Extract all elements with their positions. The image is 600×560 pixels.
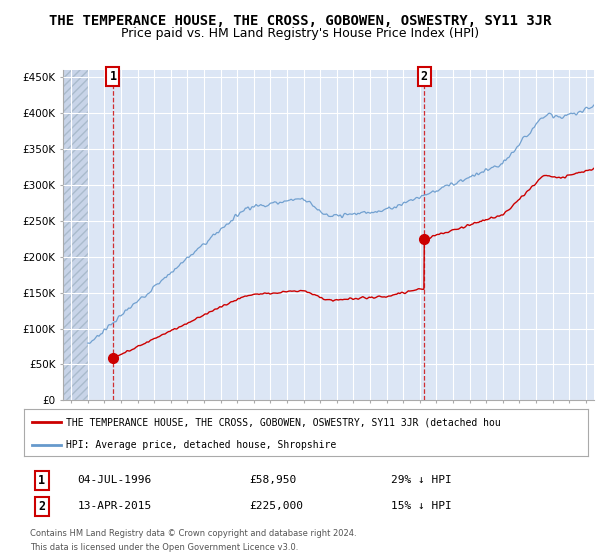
Text: Price paid vs. HM Land Registry's House Price Index (HPI): Price paid vs. HM Land Registry's House …: [121, 27, 479, 40]
Text: 15% ↓ HPI: 15% ↓ HPI: [391, 501, 451, 511]
Text: 04-JUL-1996: 04-JUL-1996: [77, 475, 152, 486]
Text: Contains HM Land Registry data © Crown copyright and database right 2024.: Contains HM Land Registry data © Crown c…: [29, 529, 356, 538]
Text: 29% ↓ HPI: 29% ↓ HPI: [391, 475, 451, 486]
Text: 1: 1: [109, 70, 116, 83]
Text: This data is licensed under the Open Government Licence v3.0.: This data is licensed under the Open Gov…: [29, 543, 298, 552]
Text: 2: 2: [38, 500, 45, 513]
Text: 2: 2: [421, 70, 428, 83]
Text: 1: 1: [38, 474, 45, 487]
Text: £58,950: £58,950: [250, 475, 297, 486]
Text: THE TEMPERANCE HOUSE, THE CROSS, GOBOWEN, OSWESTRY, SY11 3JR: THE TEMPERANCE HOUSE, THE CROSS, GOBOWEN…: [49, 14, 551, 28]
Bar: [63, 70, 88, 400]
Text: 13-APR-2015: 13-APR-2015: [77, 501, 152, 511]
Text: £225,000: £225,000: [250, 501, 304, 511]
Text: HPI: Average price, detached house, Shropshire: HPI: Average price, detached house, Shro…: [66, 440, 337, 450]
Text: THE TEMPERANCE HOUSE, THE CROSS, GOBOWEN, OSWESTRY, SY11 3JR (detached hou: THE TEMPERANCE HOUSE, THE CROSS, GOBOWEN…: [66, 417, 501, 427]
